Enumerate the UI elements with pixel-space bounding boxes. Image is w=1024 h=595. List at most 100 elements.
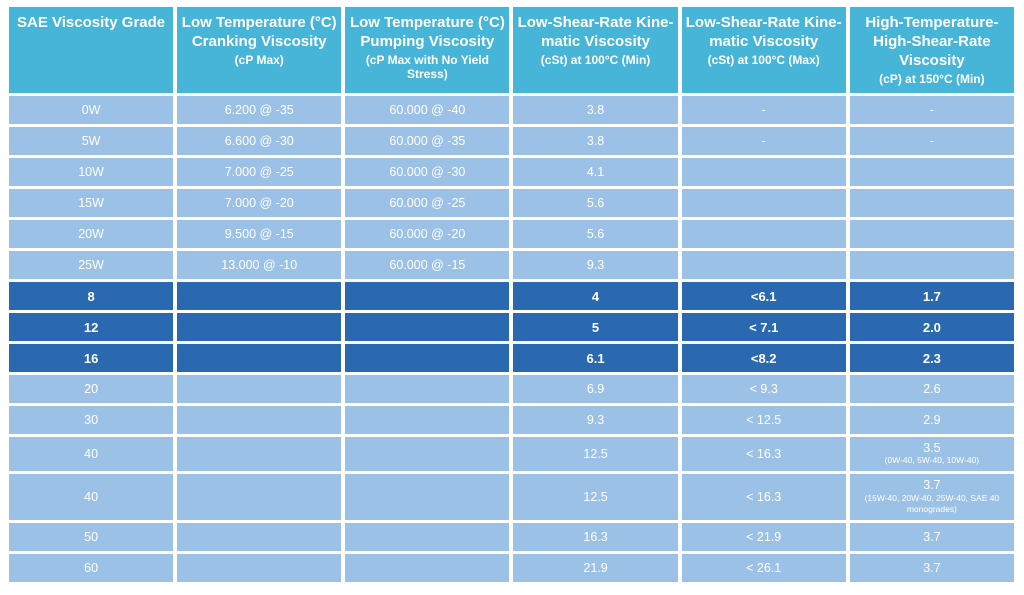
cell-pumping <box>345 523 510 551</box>
cell-grade: 0W <box>9 96 174 124</box>
header-row: SAE Viscosity Grade Low Temperature (°C)… <box>9 7 1014 93</box>
cell-cranking <box>177 437 342 471</box>
cell-pumping: 60.000 @ -40 <box>345 96 510 124</box>
cell-grade: 20W <box>9 220 174 248</box>
cell-kv100_min: 5.6 <box>513 220 678 248</box>
cell-kv100_min: 5.6 <box>513 189 678 217</box>
cell-hths: - <box>849 96 1014 124</box>
cell-kv100_max <box>681 189 846 217</box>
cell-hths: 3.7 <box>849 523 1014 551</box>
cell-hths: 2.0 <box>849 313 1014 341</box>
cell-kv100_min: 9.3 <box>513 251 678 279</box>
cell-kv100_min: 6.9 <box>513 375 678 403</box>
table-row: 60 21.9 < 26.1 3.7 <box>9 554 1014 582</box>
cell-grade: 60 <box>9 554 174 582</box>
cell-grade: 8 <box>9 282 174 310</box>
col-header-kinematic-viscosity-max: Low-Shear-Rate Kine- matic Viscosity (cS… <box>681 7 846 93</box>
cell-hths: 1.7 <box>849 282 1014 310</box>
table-row: 20W 9.500 @ -15 60.000 @ -20 5.6 <box>9 220 1014 248</box>
cell-value: 3.5 <box>923 441 941 456</box>
cell-note: (0W-40, 5W-40, 10W-40) <box>884 455 980 466</box>
cell-hths <box>849 189 1014 217</box>
cell-kv100_min: 16.3 <box>513 523 678 551</box>
cell-cranking <box>177 474 342 520</box>
cell-kv100_max: < 16.3 <box>681 437 846 471</box>
cell-pumping <box>345 344 510 372</box>
table-row: 15W 7.000 @ -20 60.000 @ -25 5.6 <box>9 189 1014 217</box>
cell-grade: 5W <box>9 127 174 155</box>
cell-cranking: 9.500 @ -15 <box>177 220 342 248</box>
cell-pumping <box>345 406 510 434</box>
cell-kv100_min: 4.1 <box>513 158 678 186</box>
table-row: 20 6.9 < 9.3 2.6 <box>9 375 1014 403</box>
cell-kv100_max <box>681 220 846 248</box>
cell-pumping: 60.000 @ -15 <box>345 251 510 279</box>
col-header-label: Low-Shear-Rate Kine- matic Viscosity <box>685 14 842 50</box>
cell-grade: 50 <box>9 523 174 551</box>
col-header-label: Low Temperature (°C) Cranking Viscosity <box>181 14 337 50</box>
col-header-sublabel: (cSt) at 100°C (Min) <box>540 52 651 67</box>
cell-hths <box>849 220 1014 248</box>
cell-cranking <box>177 375 342 403</box>
col-header-sublabel: (cP Max with No Yield Stress) <box>365 52 489 82</box>
cell-cranking: 7.000 @ -20 <box>177 189 342 217</box>
col-header-pumping-viscosity: Low Temperature (°C) Pumping Viscosity (… <box>345 7 510 93</box>
cell-kv100_max <box>681 251 846 279</box>
cell-kv100_min: 3.8 <box>513 127 678 155</box>
col-header-label: SAE Viscosity Grade <box>17 14 166 31</box>
cell-pumping <box>345 313 510 341</box>
cell-kv100_max: < 21.9 <box>681 523 846 551</box>
table-header: SAE Viscosity Grade Low Temperature (°C)… <box>9 7 1014 93</box>
cell-note: (15W-40, 20W-40, 25W-40, SAE 40 monograd… <box>864 492 1000 515</box>
table-row: 40 12.5 < 16.3 3.7 (15W-40, 20W-40, 25W-40, … <box>9 474 1014 520</box>
col-header-sublabel: (cP) at 150°C (Min) <box>879 71 985 86</box>
cell-kv100_max: < 9.3 <box>681 375 846 403</box>
table-row: 50 16.3 < 21.9 3.7 <box>9 523 1014 551</box>
cell-kv100_min: 5 <box>513 313 678 341</box>
table-row: 25W 13.000 @ -10 60.000 @ -15 9.3 <box>9 251 1014 279</box>
cell-cranking <box>177 406 342 434</box>
cell-cranking <box>177 554 342 582</box>
col-header-cranking-viscosity: Low Temperature (°C) Cranking Viscosity … <box>177 7 342 93</box>
cell-cranking <box>177 344 342 372</box>
col-header-sublabel: (cSt) at 100°C (Max) <box>707 52 820 67</box>
cell-kv100_min: 12.5 <box>513 437 678 471</box>
cell-kv100_max: < 7.1 <box>681 313 846 341</box>
table-body: 0W 6.200 @ -35 60.000 @ -40 3.8- -5W 6.600 @ … <box>9 96 1014 582</box>
cell-kv100_max: < 12.5 <box>681 406 846 434</box>
cell-kv100_max <box>681 158 846 186</box>
cell-hths: 2.9 <box>849 406 1014 434</box>
col-header-sae-grade: SAE Viscosity Grade <box>9 7 174 93</box>
cell-kv100_min: 4 <box>513 282 678 310</box>
cell-grade: 25W <box>9 251 174 279</box>
cell-hths: 2.6 <box>849 375 1014 403</box>
cell-grade: 30 <box>9 406 174 434</box>
table-row: 40 12.5 < 16.3 3.5 (0W-40, 5W-40, 10W-40) <box>9 437 1014 471</box>
cell-cranking <box>177 313 342 341</box>
cell-kv100_max: <8.2 <box>681 344 846 372</box>
cell-cranking <box>177 282 342 310</box>
cell-pumping <box>345 554 510 582</box>
cell-kv100_min: 6.1 <box>513 344 678 372</box>
cell-kv100_min: 21.9 <box>513 554 678 582</box>
cell-cranking: 13.000 @ -10 <box>177 251 342 279</box>
cell-cranking: 7.000 @ -25 <box>177 158 342 186</box>
table-row: 16 6.1 <8.2 2.3 <box>9 344 1014 372</box>
cell-grade: 40 <box>9 437 174 471</box>
cell-kv100_max: < 26.1 <box>681 554 846 582</box>
cell-grade: 12 <box>9 313 174 341</box>
cell-kv100_max: < 16.3 <box>681 474 846 520</box>
table-row: 5W 6.600 @ -30 60.000 @ -35 3.8- - <box>9 127 1014 155</box>
cell-pumping: 60.000 @ -25 <box>345 189 510 217</box>
cell-hths: - <box>849 127 1014 155</box>
cell-cranking <box>177 523 342 551</box>
sae-viscosity-table: SAE Viscosity Grade Low Temperature (°C)… <box>5 4 1018 585</box>
table-row: 0W 6.200 @ -35 60.000 @ -40 3.8- - <box>9 96 1014 124</box>
cell-pumping: 60.000 @ -30 <box>345 158 510 186</box>
cell-hths: 3.7 (15W-40, 20W-40, 25W-40, SAE 40 monog… <box>849 474 1014 520</box>
cell-pumping: 60.000 @ -20 <box>345 220 510 248</box>
cell-kv100_max: <6.1 <box>681 282 846 310</box>
cell-grade: 20 <box>9 375 174 403</box>
col-header-kinematic-viscosity-min: Low-Shear-Rate Kine- matic Viscosity (cS… <box>513 7 678 93</box>
cell-hths <box>849 158 1014 186</box>
